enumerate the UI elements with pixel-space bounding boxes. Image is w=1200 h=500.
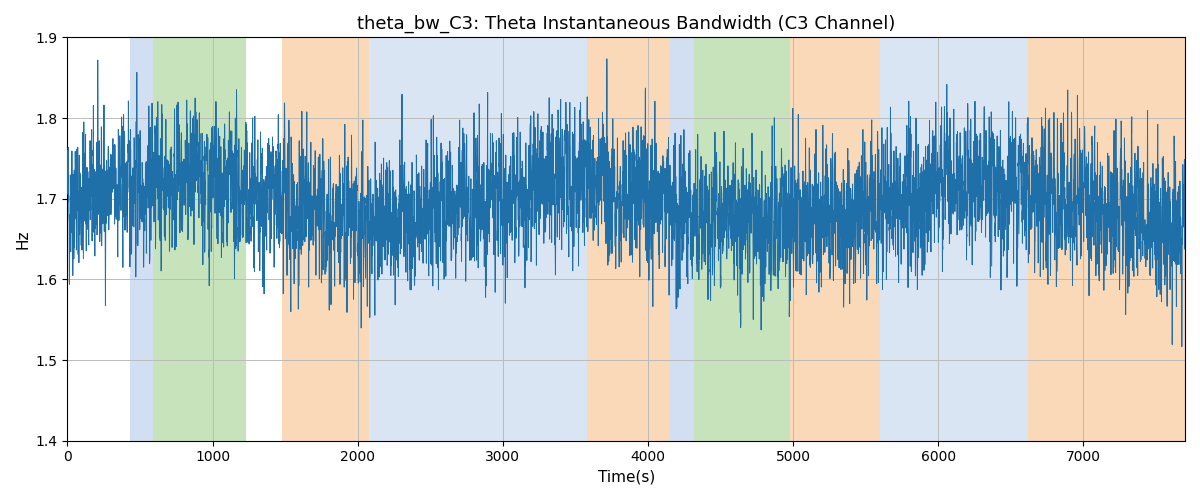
Bar (881, 38, 1028, 440)
Bar (670, 38, 695, 440)
Bar (130, 38, 154, 440)
Title: theta_bw_C3: Theta Instantaneous Bandwidth (C3 Channel): theta_bw_C3: Theta Instantaneous Bandwid… (358, 15, 895, 34)
Bar (370, 38, 587, 440)
Bar (587, 38, 670, 440)
Bar (695, 38, 791, 440)
Bar (282, 38, 370, 440)
X-axis label: Time(s): Time(s) (598, 470, 655, 485)
Y-axis label: Hz: Hz (16, 230, 30, 249)
Bar (791, 38, 881, 440)
Bar (154, 38, 246, 440)
Bar (1028, 38, 1184, 440)
